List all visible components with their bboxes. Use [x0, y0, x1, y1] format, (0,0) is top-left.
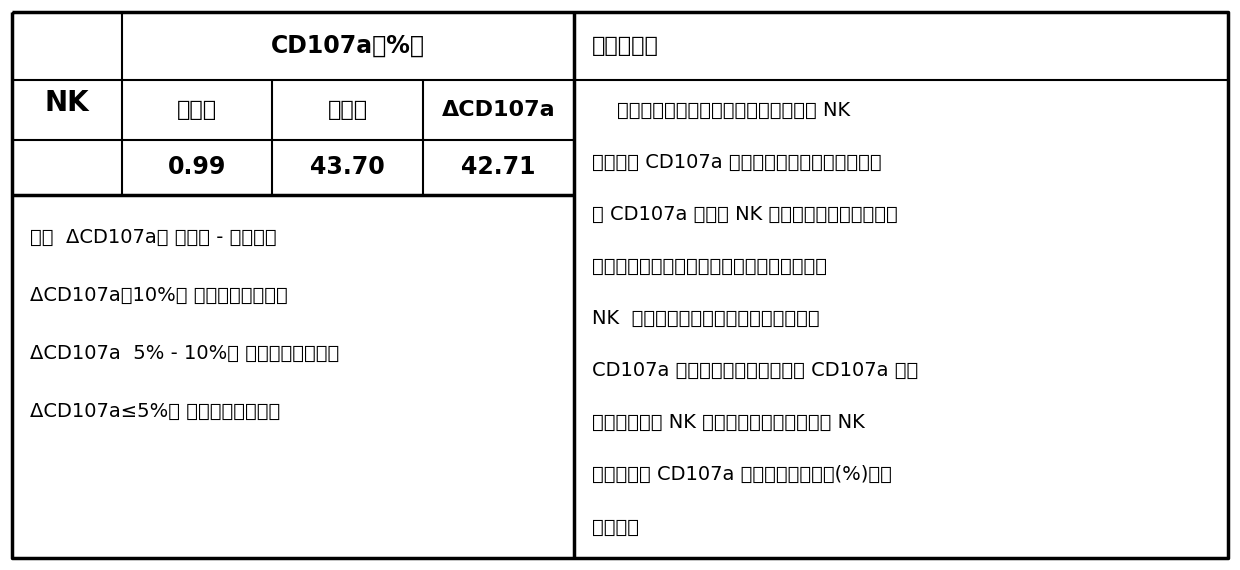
- Text: 后 CD107a 分子在 NK 细胞膜上的增加幅度可反: 后 CD107a 分子在 NK 细胞膜上的增加幅度可反: [591, 205, 898, 224]
- Text: 细胞中，以 CD107a 阳性细胞的百分率(%)来表: 细胞中，以 CD107a 阳性细胞的百分率(%)来表: [591, 465, 892, 484]
- Text: CD107a（%）: CD107a（%）: [270, 34, 424, 58]
- Text: 刺激后: 刺激后: [327, 100, 368, 120]
- Text: ΔCD107a  5% - 10%： 脱颗粒功能异常；: ΔCD107a 5% - 10%： 脱颗粒功能异常；: [30, 344, 340, 363]
- Text: 刺激前: 刺激前: [177, 100, 217, 120]
- Text: ΔCD107a: ΔCD107a: [441, 100, 556, 120]
- Text: NK: NK: [45, 89, 89, 117]
- Text: 0.99: 0.99: [167, 156, 226, 180]
- Text: 注：  ΔCD107a＝ 刺激后 - 刺激前；: 注： ΔCD107a＝ 刺激后 - 刺激前；: [30, 227, 277, 246]
- Text: 和阴性表达的 NK 细胞分群明显，因此，在 NK: 和阴性表达的 NK 细胞分群明显，因此，在 NK: [591, 413, 864, 432]
- Text: CD107a 分子，在流式结果上显示 CD107a 阳性: CD107a 分子，在流式结果上显示 CD107a 阳性: [591, 361, 918, 380]
- Text: 数据分析：: 数据分析：: [591, 36, 658, 56]
- Text: NK  细胞中的一部分亚群经刺激后可表达: NK 细胞中的一部分亚群经刺激后可表达: [591, 309, 820, 328]
- Text: 示结果。: 示结果。: [591, 518, 639, 536]
- Text: 43.70: 43.70: [310, 156, 386, 180]
- Text: 42.71: 42.71: [461, 156, 536, 180]
- Text: 本实验通过流式细胞术检测送检样品中 NK: 本实验通过流式细胞术检测送检样品中 NK: [591, 100, 849, 120]
- Text: ΔCD107a＞10%： 脱颗粒功能正常；: ΔCD107a＞10%： 脱颗粒功能正常；: [30, 286, 288, 304]
- Text: ΔCD107a≤5%： 脱颗粒功能缺陷。: ΔCD107a≤5%： 脱颗粒功能缺陷。: [30, 401, 280, 421]
- Text: 映此细胞是否存在脱颗粒功能的缺陷或异常。: 映此细胞是否存在脱颗粒功能的缺陷或异常。: [591, 257, 827, 276]
- Text: 细胞膜上 CD107a 分子的表达。送检样品经刺激: 细胞膜上 CD107a 分子的表达。送检样品经刺激: [591, 153, 882, 172]
